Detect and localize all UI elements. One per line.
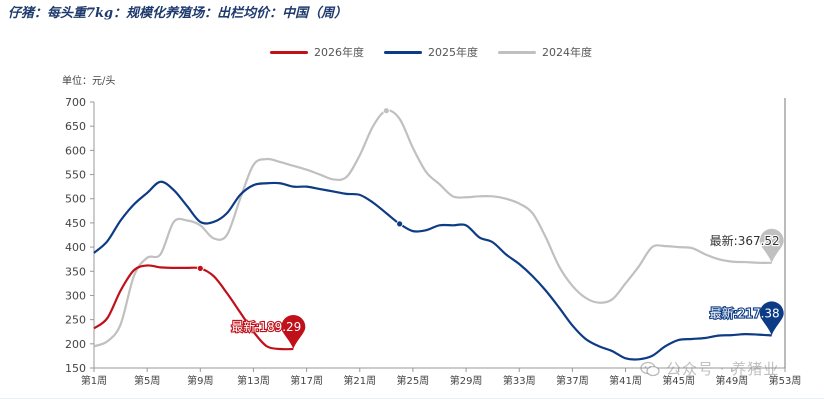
legend-label-2025: 2025年度	[428, 46, 478, 59]
x-tick-label: 第1周	[81, 374, 107, 387]
x-tick-label: 第17周	[290, 374, 323, 387]
x-tick-label: 第41周	[609, 374, 642, 387]
x-tick-label: 第21周	[343, 374, 376, 387]
latest-value-callout-2026: 最新:189.29	[230, 314, 306, 349]
legend-swatch-2025	[384, 50, 422, 54]
chart-title: 仔猪：每头重7kg：规模化养殖场：出栏均价：中国（周）	[8, 6, 348, 21]
y-tick-label: 450	[65, 217, 86, 230]
y-tick-label: 550	[65, 169, 86, 182]
legend-item-2024[interactable]: 2024年度	[498, 44, 592, 60]
callout-pin	[759, 228, 784, 263]
legend-swatch-2026	[270, 50, 308, 54]
legend-label-2024: 2024年度	[542, 46, 592, 59]
legend-label-2026: 2026年度	[314, 46, 364, 59]
y-tick-label: 250	[65, 314, 86, 327]
legend-item-2026[interactable]: 2026年度	[270, 44, 364, 60]
y-tick-label: 700	[65, 96, 86, 109]
series-2025-line	[93, 180, 772, 361]
callout-label: 最新:189.29	[231, 319, 301, 334]
x-tick-label: 第25周	[397, 374, 430, 387]
y-tick-label: 150	[65, 362, 86, 375]
latest-value-callout-2024: 最新:367.52	[709, 228, 784, 263]
wechat-icon	[640, 361, 660, 376]
y-tick-label: 200	[65, 338, 86, 351]
watermark-text: 公众号 · 养猪业	[666, 360, 780, 378]
callout-label: 最新:367.52	[710, 233, 780, 248]
x-tick-label: 第9周	[187, 374, 213, 387]
legend-item-2025[interactable]: 2025年度	[384, 44, 478, 60]
callout-label: 最新:217.38	[710, 305, 780, 320]
latest-value-callout-2025: 最新:217.38	[709, 301, 784, 336]
series-2026-marker	[196, 264, 204, 272]
y-tick-label: 600	[65, 144, 86, 157]
x-tick-label: 第29周	[450, 374, 483, 387]
legend-swatch-2024	[498, 50, 536, 54]
callout-pin	[281, 314, 306, 349]
x-tick-label: 第53周	[769, 374, 802, 387]
bottom-divider	[0, 398, 824, 399]
x-tick-label: 第5周	[134, 374, 160, 387]
series-2026-line	[93, 264, 294, 351]
y-tick-label: 650	[65, 120, 86, 133]
x-tick-label: 第13周	[237, 374, 270, 387]
callout-pin	[759, 301, 784, 336]
x-tick-label: 第45周	[662, 374, 695, 387]
x-tick-label: 第37周	[556, 374, 589, 387]
y-axis-unit-label: 单位：元/头	[62, 76, 116, 87]
series-2024-marker	[382, 107, 390, 115]
series-2024-line	[93, 109, 772, 348]
y-tick-label: 350	[65, 265, 86, 278]
chart-legend: 2026年度 2025年度 2024年度	[270, 42, 612, 62]
x-tick-label: 第49周	[715, 374, 748, 387]
watermark: 公众号 · 养猪业	[640, 358, 779, 379]
y-tick-label: 300	[65, 289, 86, 302]
y-tick-label: 500	[65, 193, 86, 206]
series-2025-marker	[396, 220, 404, 228]
x-tick-label: 第33周	[503, 374, 536, 387]
y-tick-label: 400	[65, 241, 86, 254]
